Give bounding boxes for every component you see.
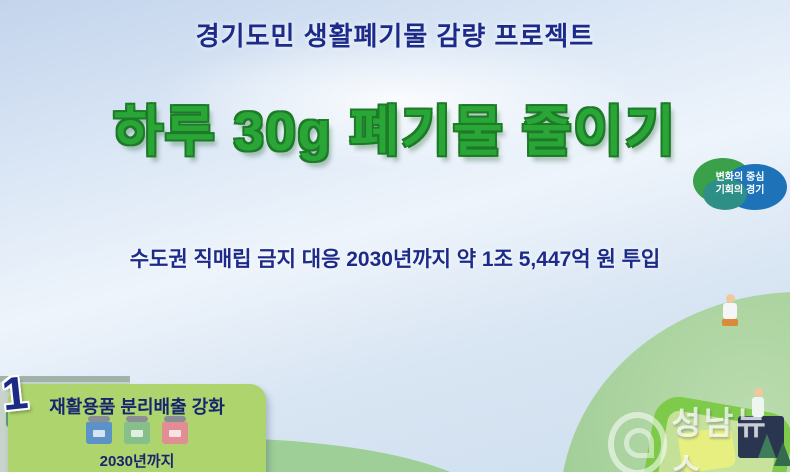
logo-line2: 기회의 경기 bbox=[715, 185, 765, 196]
section-recycling-separation: 1 재활용품 분리배출 강화 2030년까지 거점 배출시설 750개 확충 ‘… bbox=[0, 366, 266, 472]
budget-subtitle: 수도권 직매립 금지 대응 2030년까지 약 1조 5,447억 원 투입 bbox=[129, 248, 661, 271]
pink-bin-icon bbox=[162, 416, 188, 444]
news-watermark: 성남뉴스 bbox=[608, 398, 790, 472]
kiosk-frame bbox=[0, 376, 130, 382]
logo-teal-blob bbox=[703, 178, 747, 210]
tree-icon bbox=[758, 434, 776, 458]
green-bin-icon bbox=[124, 416, 150, 444]
recycling-bins-icons bbox=[8, 416, 266, 448]
main-title: 하루 30g 폐기물 줄이기 bbox=[113, 102, 677, 162]
blue-bin-icon bbox=[86, 416, 112, 444]
logo-text: 변화의 중심 기회의 경기 bbox=[693, 171, 787, 197]
tree-icon bbox=[774, 442, 790, 466]
watermark-logo-icon bbox=[608, 412, 668, 472]
section1-title: 재활용품 분리배출 강화 bbox=[49, 397, 225, 417]
person-sitting-hill bbox=[722, 294, 738, 326]
watermark-text: 성남뉴스 bbox=[671, 405, 769, 472]
section1-deadline: 2030년까지 bbox=[99, 453, 175, 470]
logo-line1: 변화의 중심 bbox=[715, 172, 765, 183]
sky-glow bbox=[150, 30, 650, 170]
person-figure bbox=[752, 388, 764, 417]
section1-number: 1 bbox=[0, 365, 31, 421]
project-subtitle: 경기도민 생활폐기물 감량 프로젝트 bbox=[195, 21, 595, 51]
gyeonggi-logo: 변화의 중심 기회의 경기 bbox=[693, 154, 787, 214]
